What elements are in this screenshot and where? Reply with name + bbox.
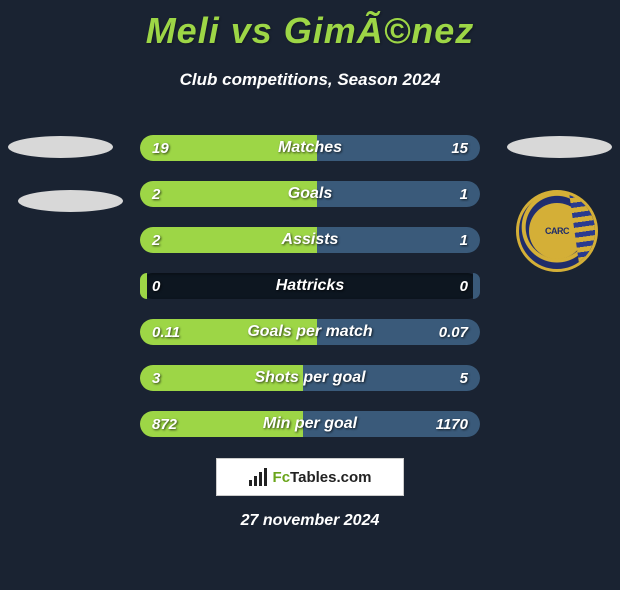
stat-label: Hattricks <box>140 277 480 295</box>
stat-bar-left <box>140 365 303 391</box>
stat-row: 8721170Min per goal <box>140 411 480 437</box>
stat-bar-right <box>473 273 480 299</box>
stat-value-left: 0.11 <box>152 324 180 341</box>
stat-bar-right <box>317 181 480 207</box>
player-left-club-placeholder <box>18 190 123 212</box>
player-right-photo-placeholder <box>507 136 612 158</box>
stat-value-right: 15 <box>451 140 468 157</box>
stat-value-left: 0 <box>152 278 160 295</box>
stat-bar-left <box>140 227 317 253</box>
player-left-photo-placeholder <box>8 136 113 158</box>
stat-row: 0.110.07Goals per match <box>140 319 480 345</box>
stat-value-left: 2 <box>152 186 160 203</box>
stat-row: 35Shots per goal <box>140 365 480 391</box>
club-badge-text: CARC <box>545 226 569 236</box>
stat-value-right: 5 <box>460 370 468 387</box>
stat-value-left: 19 <box>152 140 169 157</box>
stat-value-left: 2 <box>152 232 160 249</box>
snapshot-date: 27 november 2024 <box>0 512 620 530</box>
player-right-club-badge: CARC <box>516 190 598 272</box>
stat-bar-right <box>317 227 480 253</box>
bar-chart-icon <box>249 468 267 486</box>
stat-row: 21Goals <box>140 181 480 207</box>
comparison-title: Meli vs GimÃ©nez <box>0 10 620 52</box>
stat-value-right: 0 <box>460 278 468 295</box>
stat-value-right: 1170 <box>436 416 468 433</box>
stat-value-right: 1 <box>460 186 468 203</box>
stats-container: 1915Matches21Goals21Assists00Hattricks0.… <box>140 135 480 457</box>
comparison-subtitle: Club competitions, Season 2024 <box>0 70 620 90</box>
stat-value-right: 0.07 <box>439 324 468 341</box>
stat-row: 1915Matches <box>140 135 480 161</box>
stat-value-right: 1 <box>460 232 468 249</box>
stat-bar-left <box>140 181 317 207</box>
fctables-logo[interactable]: FcTables.com <box>216 458 404 496</box>
logo-text: FcTables.com <box>273 469 372 486</box>
stat-row: 21Assists <box>140 227 480 253</box>
stat-value-left: 3 <box>152 370 160 387</box>
stat-row: 0 0Hattricks <box>140 273 480 299</box>
stat-bar-right <box>303 365 480 391</box>
stat-bar-left <box>140 273 147 299</box>
stat-value-left: 872 <box>152 416 177 433</box>
